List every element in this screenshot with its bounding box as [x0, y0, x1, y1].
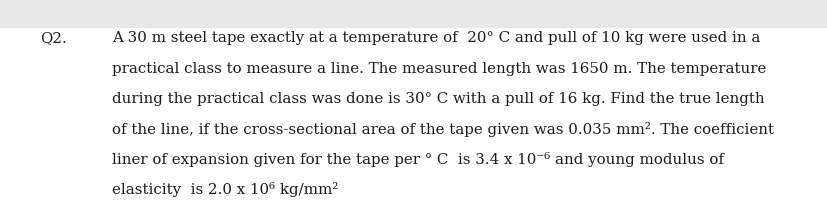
Text: practical class to measure a line. The measured length was 1650 m. The temperatu: practical class to measure a line. The m…: [112, 61, 765, 75]
Text: Q2.: Q2.: [40, 31, 66, 45]
Bar: [0, 0, 827, 28]
Text: A 30 m steel tape exactly at a temperature of  20° C and pull of 10 kg were used: A 30 m steel tape exactly at a temperatu…: [112, 31, 759, 45]
Text: elasticity  is 2.0 x 10⁶ kg/mm²: elasticity is 2.0 x 10⁶ kg/mm²: [112, 181, 337, 196]
Text: of the line, if the cross-sectional area of the tape given was 0.035 mm². The co: of the line, if the cross-sectional area…: [112, 121, 773, 136]
Text: during the practical class was done is 30° C with a pull of 16 kg. Find the true: during the practical class was done is 3…: [112, 91, 763, 105]
Text: liner of expansion given for the tape per ° C  is 3.4 x 10⁻⁶ and young modulus o: liner of expansion given for the tape pe…: [112, 151, 723, 166]
